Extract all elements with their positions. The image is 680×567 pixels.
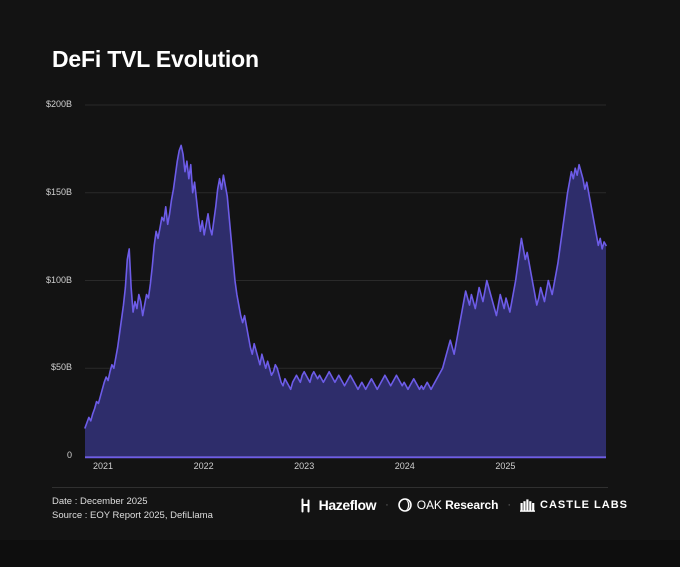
brand-oak-research: OAK Research <box>397 498 499 512</box>
castle-labs-label: CASTLE LABS <box>540 499 628 511</box>
area-line <box>84 144 607 429</box>
hazeflow-label: Hazeflow <box>318 497 377 513</box>
x-axis-tick-label: 2024 <box>394 461 415 471</box>
page-title: DeFi TVL Evolution <box>52 46 259 72</box>
oak-label-bold: Research <box>445 498 499 512</box>
footer-date: Date : December 2025 <box>52 496 148 507</box>
castle-labs-icon <box>520 499 535 512</box>
footer-source: Source : EOY Report 2025, DefiLlama <box>52 510 213 521</box>
y-axis-tick-label: $50B <box>50 362 72 373</box>
brand-logos: Hazeflow · OAK Research · <box>301 496 628 514</box>
brand-separator-1: · <box>385 499 389 511</box>
oak-research-circle-icon <box>397 498 412 512</box>
area-fill <box>85 145 606 456</box>
oak-label-light: OAK <box>416 498 446 512</box>
x-axis-tick-label: 2021 <box>92 461 114 471</box>
y-axis-tick-label: $100B <box>45 274 72 285</box>
brand-hazeflow: Hazeflow <box>301 497 377 513</box>
footer-divider <box>52 487 608 488</box>
oak-research-label: OAK Research <box>417 498 499 512</box>
y-axis-tick-label: 0 <box>66 450 72 460</box>
chart-card: DeFi TVL Evolution 0 $50B $100B $150B $200B … <box>45 46 628 521</box>
y-axis-tick-label: $200B <box>45 99 72 109</box>
hazeflow-logo-icon <box>301 498 310 512</box>
brand-separator-2: · <box>507 499 511 511</box>
x-axis-tick-label: 2025 <box>495 461 516 471</box>
x-axis-tick-label: 2023 <box>294 461 315 471</box>
brand-castle-labs: CASTLE LABS <box>520 498 628 512</box>
x-axis-tick-label: 2022 <box>193 461 214 471</box>
y-axis-tick-label: $150B <box>45 186 72 197</box>
tvl-area-chart <box>84 104 607 459</box>
